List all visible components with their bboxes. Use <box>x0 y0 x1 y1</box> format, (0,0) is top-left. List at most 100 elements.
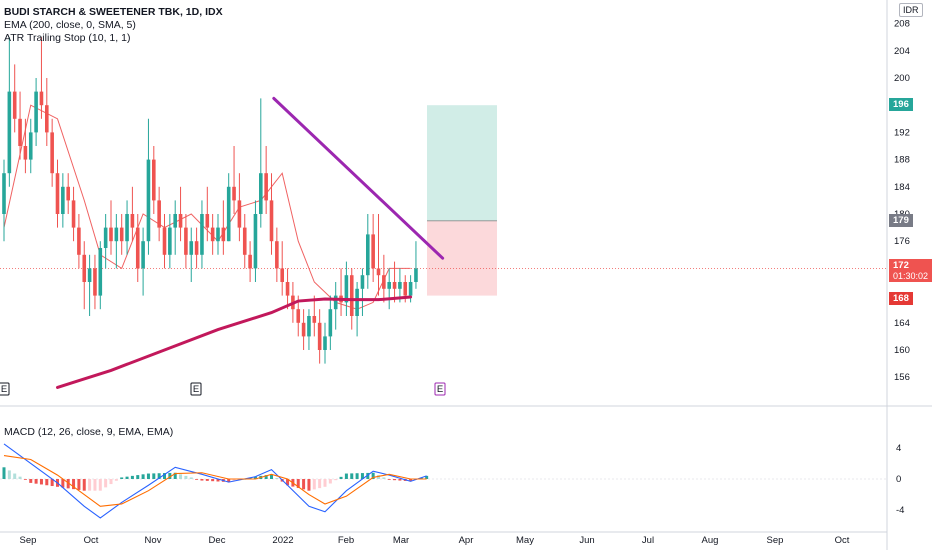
macd-histogram-bar <box>270 474 273 479</box>
macd-histogram-bar <box>39 479 43 485</box>
candle <box>221 200 226 255</box>
candle-body <box>408 282 413 296</box>
macd-histogram-bar <box>382 477 386 479</box>
macd-histogram-bar <box>232 479 236 482</box>
candle-body <box>259 173 263 214</box>
macd-histogram-bar <box>130 475 134 479</box>
candle <box>366 214 370 289</box>
candle-body <box>328 309 333 337</box>
candle-body <box>403 282 408 296</box>
macd-histogram-bar <box>29 479 33 483</box>
candle <box>61 173 65 228</box>
candle <box>77 214 81 269</box>
candle-body <box>216 227 220 242</box>
candle <box>130 186 135 242</box>
candle-body <box>366 234 370 276</box>
candle <box>178 186 183 242</box>
candle-body <box>317 322 322 350</box>
macd-histogram-bar <box>344 473 348 479</box>
candle-body <box>82 254 87 282</box>
candle-body <box>12 91 17 119</box>
candle-body <box>152 159 156 201</box>
price-tick-label: 200 <box>894 73 910 84</box>
candle-body <box>387 282 391 289</box>
bar-countdown: 01:30:02 <box>893 271 929 282</box>
candle <box>414 241 418 289</box>
candle <box>109 200 113 255</box>
candle-body <box>157 200 161 228</box>
candle <box>82 241 87 310</box>
earnings-marker-letter: E <box>1 384 7 395</box>
macd-histogram-bar <box>104 479 108 488</box>
candle <box>28 118 33 174</box>
candle <box>12 64 17 133</box>
candle-body <box>23 146 28 160</box>
candle <box>55 159 60 228</box>
candle <box>317 309 322 364</box>
price-tick-label: 156 <box>894 372 910 383</box>
candle <box>119 214 124 255</box>
price-tick-label: 160 <box>894 345 910 356</box>
earnings-marker-letter: E <box>193 384 199 395</box>
candle <box>210 214 215 255</box>
currency-badge[interactable]: IDR <box>899 3 923 17</box>
price-tick-label: 164 <box>894 318 910 329</box>
price-tick-label: 192 <box>894 127 910 138</box>
candle <box>71 186 76 242</box>
candle-body <box>39 91 44 106</box>
candle-body <box>45 105 49 133</box>
candle-body <box>109 227 113 242</box>
target-price-label: 196 <box>889 98 913 112</box>
candle <box>242 214 247 269</box>
macd-histogram-bar <box>146 473 150 479</box>
candle <box>307 309 311 350</box>
candle <box>264 146 268 214</box>
candle <box>141 227 145 296</box>
candle <box>280 241 284 296</box>
candle <box>162 214 167 269</box>
candle <box>328 295 333 350</box>
time-tick-label: Dec <box>209 535 226 546</box>
target-zone <box>427 105 497 221</box>
candle-body <box>264 173 268 201</box>
earnings-marker: E <box>0 382 10 396</box>
price-tick-label: 208 <box>894 19 910 30</box>
macd-histogram-bar <box>157 473 161 479</box>
signal-line <box>3 455 427 507</box>
earnings-marker-box <box>434 382 446 396</box>
price-tick-label: 176 <box>894 236 910 247</box>
candle <box>34 78 38 146</box>
candle-body <box>125 214 129 242</box>
candle-body <box>382 275 386 289</box>
candle-body <box>349 275 354 316</box>
chart-title[interactable]: BUDI STARCH & SWEETENER TBK, 1D, IDX <box>4 6 223 18</box>
candle-body <box>253 214 258 269</box>
atr-legend[interactable]: ATR Trailing Stop (10, 1, 1) <box>4 32 131 44</box>
macd-histogram-bar <box>13 473 17 479</box>
macd-histogram-bar <box>286 479 290 486</box>
ema-legend[interactable]: EMA (200, close, 0, SMA, 5) <box>4 19 136 31</box>
candle-body <box>323 336 327 350</box>
candle-body <box>162 227 167 255</box>
macd-histogram-bar <box>61 479 65 488</box>
candle-body <box>371 234 375 269</box>
time-tick-label: 2022 <box>272 535 293 546</box>
candle <box>93 254 97 310</box>
candle <box>66 173 70 214</box>
candle <box>194 227 199 269</box>
macd-histogram-bar <box>120 477 124 479</box>
macd-histogram-bar <box>50 479 54 487</box>
candle-body <box>414 268 418 282</box>
candle-body <box>98 248 103 296</box>
macd-histogram-bar <box>66 479 70 489</box>
price-tick-label: 184 <box>894 182 910 193</box>
candle-body <box>184 227 188 255</box>
candle-body <box>333 295 338 310</box>
candle-body <box>301 322 306 337</box>
candle <box>205 186 210 242</box>
candle <box>2 159 6 242</box>
macd-legend[interactable]: MACD (12, 26, close, 9, EMA, EMA) <box>4 426 174 438</box>
candle <box>371 214 375 282</box>
candle-body <box>360 275 365 289</box>
